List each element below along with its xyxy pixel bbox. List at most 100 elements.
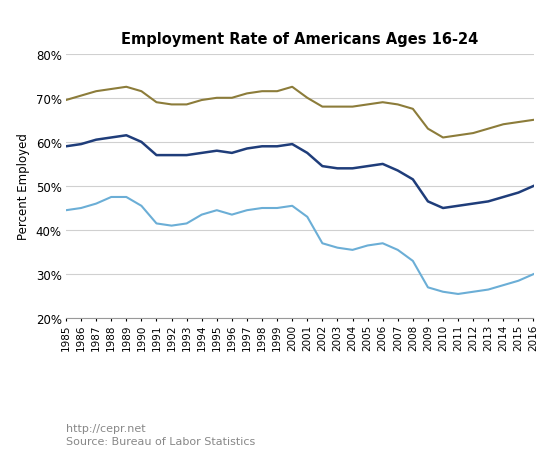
Ages 16-24 [319,164,326,169]
Ages 16-24 [530,184,537,189]
Ages 20-24 [258,89,265,95]
Ages 16-19 [199,212,205,218]
Ages 20-24 [199,98,205,104]
Ages 16-24 [274,144,280,150]
Ages 16-19 [123,195,130,200]
Ages 16-19 [425,285,431,290]
Ages 20-24 [304,96,311,101]
Ages 16-19 [168,223,175,229]
Ages 16-24 [229,151,235,157]
Ages 20-24 [229,96,235,101]
Ages 16-19 [319,241,326,247]
Line: Ages 16-19: Ages 16-19 [66,197,534,294]
Ages 20-24 [439,136,446,141]
Ages 20-24 [183,102,190,108]
Ages 16-24 [244,147,250,152]
Ages 16-19 [439,289,446,295]
Ages 20-24 [530,118,537,123]
Ages 16-19 [258,206,265,211]
Ages 16-24 [455,204,461,209]
Ages 20-24 [515,120,522,126]
Ages 16-19 [274,206,280,211]
Ages 16-19 [470,289,476,295]
Ages 16-24 [213,149,220,154]
Ages 16-19 [289,204,295,209]
Ages 16-19 [183,221,190,227]
Ages 16-24 [199,151,205,157]
Ages 16-19 [455,292,461,297]
Ages 16-19 [78,206,84,211]
Ages 16-24 [138,140,145,145]
Ages 16-24 [379,162,386,167]
Line: Ages 16-24: Ages 16-24 [66,136,534,208]
Ages 16-24 [183,153,190,158]
Ages 20-24 [379,100,386,106]
Ages 16-24 [334,166,341,172]
Ages 16-19 [515,278,522,284]
Ages 20-24 [485,126,492,132]
Ages 20-24 [213,96,220,101]
Line: Ages 20-24: Ages 20-24 [66,88,534,138]
Ages 16-24 [500,195,507,200]
Ages 16-24 [394,168,401,174]
Ages 16-19 [485,287,492,293]
Ages 16-19 [153,221,160,227]
Y-axis label: Percent Employed: Percent Employed [17,133,30,240]
Ages 20-24 [153,100,160,106]
Ages 20-24 [93,89,100,95]
Ages 20-24 [470,131,476,136]
Ages 16-19 [244,208,250,213]
Ages 16-24 [258,144,265,150]
Ages 20-24 [394,102,401,108]
Ages 20-24 [425,126,431,132]
Ages 16-19 [229,212,235,218]
Ages 16-19 [213,208,220,213]
Ages 20-24 [500,122,507,128]
Ages 16-24 [108,136,114,141]
Ages 16-24 [470,202,476,207]
Ages 20-24 [78,94,84,99]
Ages 16-24 [168,153,175,158]
Ages 20-24 [123,85,130,91]
Ages 16-19 [138,204,145,209]
Ages 20-24 [108,87,114,92]
Ages 16-19 [500,283,507,288]
Ages 16-19 [394,248,401,253]
Ages 20-24 [334,105,341,110]
Ages 16-19 [304,215,311,220]
Ages 16-19 [349,248,356,253]
Ages 16-19 [93,202,100,207]
Ages 16-24 [410,177,416,183]
Ages 16-24 [439,206,446,211]
Title: Employment Rate of Americans Ages 16-24: Employment Rate of Americans Ages 16-24 [121,31,478,46]
Ages 16-19 [334,245,341,251]
Ages 16-24 [425,199,431,205]
Ages 20-24 [244,91,250,97]
Ages 16-24 [515,191,522,196]
Ages 16-24 [349,166,356,172]
Ages 16-19 [379,241,386,247]
Ages 16-19 [364,243,371,248]
Ages 16-19 [63,208,69,213]
Ages 16-24 [78,142,84,147]
Ages 16-24 [364,164,371,169]
Ages 20-24 [455,133,461,139]
Ages 16-24 [289,142,295,147]
Ages 20-24 [289,85,295,91]
Ages 20-24 [364,102,371,108]
Ages 20-24 [349,105,356,110]
Ages 16-24 [153,153,160,158]
Text: http://cepr.net
Source: Bureau of Labor Statistics: http://cepr.net Source: Bureau of Labor … [66,423,255,446]
Ages 20-24 [274,89,280,95]
Ages 20-24 [168,102,175,108]
Ages 16-19 [108,195,114,200]
Ages 16-24 [304,151,311,157]
Ages 16-19 [530,272,537,277]
Ages 20-24 [138,89,145,95]
Ages 16-19 [410,258,416,264]
Ages 16-24 [63,144,69,150]
Ages 20-24 [63,98,69,104]
Ages 16-24 [93,137,100,143]
Ages 20-24 [410,107,416,112]
Ages 16-24 [123,133,130,139]
